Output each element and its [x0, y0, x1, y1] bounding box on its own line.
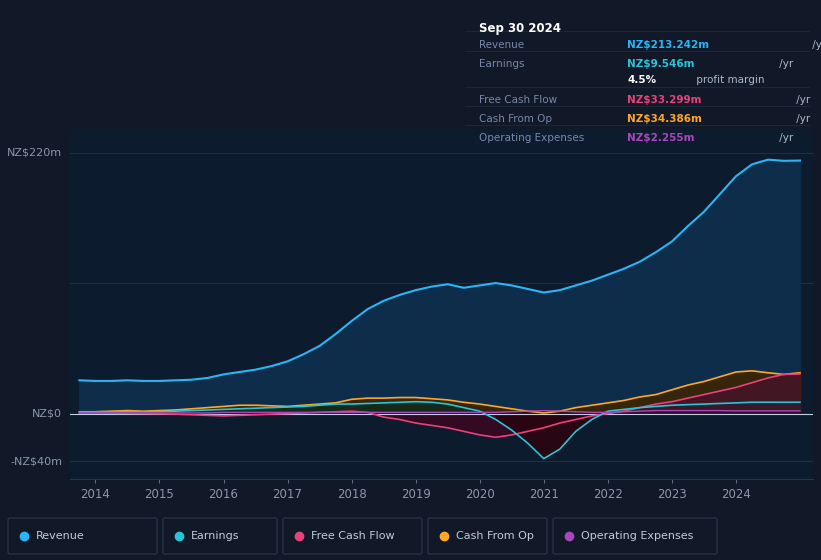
Text: Operating Expenses: Operating Expenses: [581, 531, 694, 541]
Text: Earnings: Earnings: [479, 59, 525, 69]
FancyBboxPatch shape: [553, 518, 717, 554]
Text: NZ$0: NZ$0: [32, 409, 62, 418]
Text: -NZ$40m: -NZ$40m: [11, 456, 62, 466]
Text: profit margin: profit margin: [694, 76, 765, 86]
Text: Free Cash Flow: Free Cash Flow: [311, 531, 395, 541]
Text: Cash From Op: Cash From Op: [479, 114, 552, 124]
Text: NZ$2.255m: NZ$2.255m: [627, 133, 695, 143]
Text: /yr: /yr: [776, 59, 793, 69]
Text: /yr: /yr: [793, 114, 810, 124]
Text: NZ$34.386m: NZ$34.386m: [627, 114, 702, 124]
Text: Sep 30 2024: Sep 30 2024: [479, 22, 561, 35]
Text: /yr: /yr: [793, 95, 810, 105]
Text: Operating Expenses: Operating Expenses: [479, 133, 584, 143]
Text: NZ$9.546m: NZ$9.546m: [627, 59, 695, 69]
FancyBboxPatch shape: [428, 518, 547, 554]
Text: NZ$33.299m: NZ$33.299m: [627, 95, 702, 105]
FancyBboxPatch shape: [163, 518, 277, 554]
FancyBboxPatch shape: [8, 518, 157, 554]
FancyBboxPatch shape: [283, 518, 422, 554]
Text: Free Cash Flow: Free Cash Flow: [479, 95, 557, 105]
Text: Revenue: Revenue: [36, 531, 85, 541]
Text: /yr: /yr: [776, 133, 793, 143]
Text: Earnings: Earnings: [191, 531, 240, 541]
Text: Revenue: Revenue: [479, 40, 524, 50]
Text: 4.5%: 4.5%: [627, 76, 656, 86]
Text: NZ$220m: NZ$220m: [7, 147, 62, 157]
Text: NZ$213.242m: NZ$213.242m: [627, 40, 709, 50]
Text: /yr: /yr: [810, 40, 821, 50]
Text: Cash From Op: Cash From Op: [456, 531, 534, 541]
